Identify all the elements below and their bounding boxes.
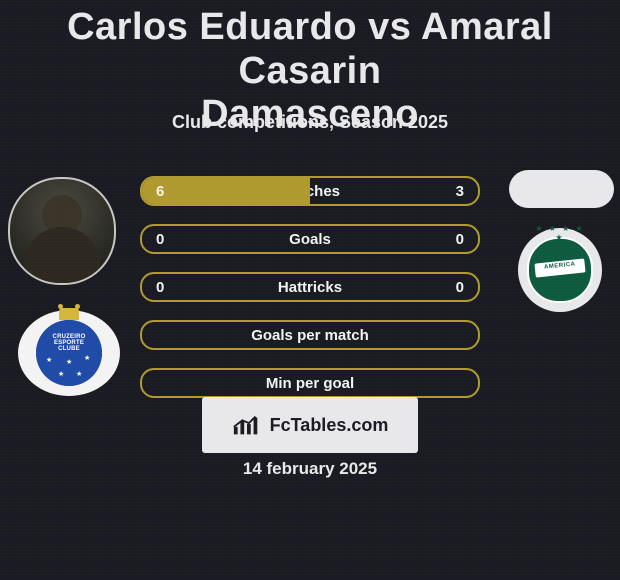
value-left: 6 bbox=[156, 183, 164, 200]
player-right-avatar-placeholder bbox=[509, 170, 614, 208]
star-icon: ★ bbox=[46, 356, 52, 364]
date-label: 14 february 2025 bbox=[0, 459, 620, 479]
star-icon: ★ bbox=[84, 354, 90, 362]
title-line-1: Carlos Eduardo vs Amaral Casarin bbox=[67, 6, 553, 92]
star-icon: ★ bbox=[58, 370, 64, 378]
stat-label: Goals per match bbox=[251, 327, 369, 344]
value-right: 0 bbox=[456, 279, 464, 296]
watermark: FcTables.com bbox=[202, 397, 418, 453]
america-shield: ★ ★ ★ ★ ★ bbox=[527, 237, 593, 303]
stat-label: Hattricks bbox=[278, 279, 342, 296]
watermark-text: FcTables.com bbox=[270, 415, 389, 436]
bar-fill-left bbox=[142, 178, 310, 204]
player-left-avatar bbox=[8, 177, 116, 285]
club-badge-left: CRUZEIRO ESPORTE CLUBE ★ ★ ★ ★ ★ bbox=[18, 310, 120, 396]
stat-rows: 6Matches3 0 Goals 0 0 Hattricks 0 Goals per mat… bbox=[140, 176, 480, 416]
crown-icon bbox=[59, 308, 79, 320]
club-badge-right: ★ ★ ★ ★ ★ bbox=[518, 228, 602, 312]
value-left: 0 bbox=[156, 279, 164, 296]
ribbon-icon bbox=[534, 258, 585, 277]
cruzeiro-shield: CRUZEIRO ESPORTE CLUBE ★ ★ ★ ★ ★ bbox=[36, 320, 102, 386]
value-right: 0 bbox=[456, 231, 464, 248]
bar-chart-icon bbox=[232, 413, 262, 437]
stat-row-hattricks: 0 Hattricks 0 bbox=[140, 272, 480, 302]
cruzeiro-text: CRUZEIRO ESPORTE CLUBE bbox=[36, 334, 102, 352]
stars-row-icon: ★ ★ ★ ★ ★ bbox=[533, 224, 587, 242]
value-right: 3 bbox=[456, 183, 464, 200]
value-left: 0 bbox=[156, 231, 164, 248]
subtitle: Club competitions, Season 2025 bbox=[0, 112, 620, 133]
stat-label: Min per goal bbox=[266, 375, 354, 392]
stat-row-matches: 6Matches3 bbox=[140, 176, 480, 206]
star-icon: ★ bbox=[76, 370, 82, 378]
star-icon: ★ bbox=[66, 358, 72, 366]
stat-row-min-per-goal: Min per goal bbox=[140, 368, 480, 398]
stat-row-goals: 0 Goals 0 bbox=[140, 224, 480, 254]
comparison-card: Carlos Eduardo vs Amaral Casarin Damasce… bbox=[0, 0, 620, 580]
stat-row-goals-per-match: Goals per match bbox=[140, 320, 480, 350]
stat-label: Goals bbox=[289, 231, 331, 248]
